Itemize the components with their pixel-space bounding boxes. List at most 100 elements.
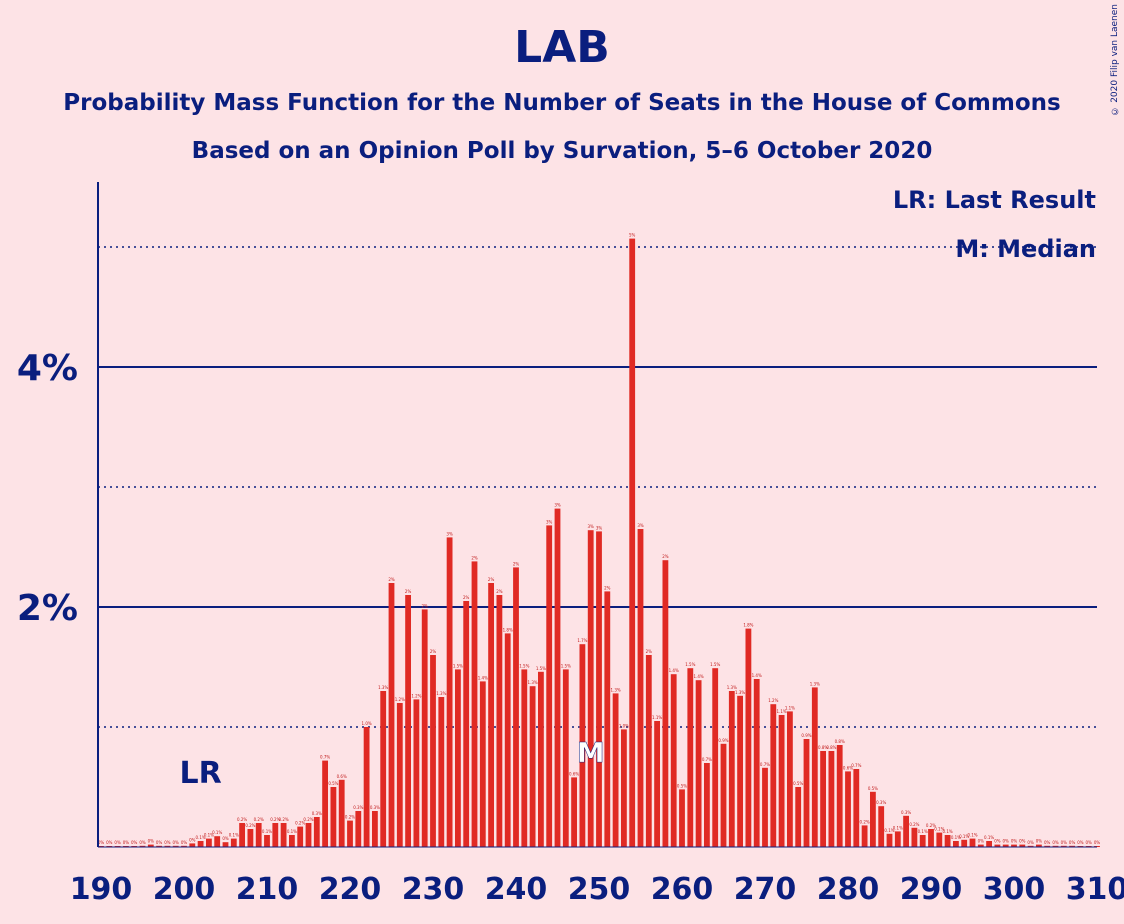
bar-label: 1.0% xyxy=(619,723,629,728)
bar-label: 0% xyxy=(131,840,138,845)
bar-seat-235 xyxy=(471,561,478,847)
bar-seat-224 xyxy=(380,691,387,847)
bar-label: 0.1% xyxy=(212,830,222,835)
bar-label: 0.2% xyxy=(279,817,289,822)
bar-label: 1.1% xyxy=(652,715,662,720)
bar-seat-222 xyxy=(363,727,370,847)
bar-seat-306 xyxy=(1060,845,1067,847)
bar-seat-206 xyxy=(230,838,237,847)
bar-label: 0.2% xyxy=(245,823,255,828)
bar-seat-248 xyxy=(579,644,586,847)
bar-seat-257 xyxy=(654,721,661,847)
bar-label: 1.2% xyxy=(768,698,778,703)
bar-label: 0.2% xyxy=(254,817,264,822)
bar-label: 0.5% xyxy=(793,781,803,786)
bar-label: 1.8% xyxy=(743,623,753,628)
bar-seat-285 xyxy=(886,833,893,847)
bar-label: 0.1% xyxy=(884,828,894,833)
bar-seat-254 xyxy=(629,238,636,848)
bar-label: 0.1% xyxy=(959,834,969,839)
bar-label: 0% xyxy=(1036,839,1043,844)
bar-seat-265 xyxy=(720,743,727,847)
bar-label: 0.7% xyxy=(320,755,330,760)
x-tick-label: 310 xyxy=(1066,872,1124,907)
bar-label: 0% xyxy=(1069,840,1076,845)
bar-label: 1.3% xyxy=(735,690,745,695)
bar-label: 0.1% xyxy=(262,829,272,834)
bar-seat-241 xyxy=(521,669,528,847)
bar-label: 3% xyxy=(637,523,644,528)
x-tick-label: 270 xyxy=(734,872,797,907)
bar-seat-242 xyxy=(529,686,536,847)
bar-seat-227 xyxy=(405,595,412,847)
bar-label: 1.5% xyxy=(453,663,463,668)
bar-label: 0% xyxy=(994,839,1001,844)
bar-label: 0% xyxy=(189,837,196,842)
bar-seat-252 xyxy=(612,693,619,847)
bar-seat-229 xyxy=(421,609,428,847)
bar-seat-256 xyxy=(645,655,652,847)
bar-seat-291 xyxy=(936,832,943,847)
x-tick-label: 240 xyxy=(485,872,548,907)
bar-label: 0% xyxy=(139,840,146,845)
bar-label: 0% xyxy=(173,840,180,845)
bar-label: 0.1% xyxy=(893,825,903,830)
x-tick-label: 300 xyxy=(983,872,1046,907)
bar-seat-255 xyxy=(637,529,644,847)
x-tick-label: 250 xyxy=(568,872,631,907)
bar-seat-296 xyxy=(977,844,984,847)
bar-seat-259 xyxy=(670,674,677,847)
bar-label: 1.3% xyxy=(810,681,820,686)
chart-subtitle-source: Based on an Opinion Poll by Survation, 5… xyxy=(191,138,933,164)
bars xyxy=(98,238,1100,848)
bar-seat-271 xyxy=(770,704,777,847)
bar-label: 0.8% xyxy=(826,745,836,750)
bar-label: 0.1% xyxy=(943,829,953,834)
bar-label: 1.3% xyxy=(528,680,538,685)
bar-seat-273 xyxy=(786,711,793,847)
bar-label: 3% xyxy=(596,525,603,530)
bar-label: 0.3% xyxy=(901,810,911,815)
bar-label: 0.1% xyxy=(951,835,961,840)
bar-label: 0.1% xyxy=(984,835,994,840)
bar-label: 1.0% xyxy=(362,721,372,726)
bar-seat-275 xyxy=(803,739,810,847)
bar-seat-217 xyxy=(322,760,329,847)
bar-label: 0.6% xyxy=(337,774,347,779)
bar-seat-208 xyxy=(247,829,254,847)
bar-label: 1.3% xyxy=(378,685,388,690)
bar-label: 1.5% xyxy=(710,662,720,667)
median-marker: M xyxy=(577,736,605,769)
bar-seat-293 xyxy=(952,841,959,847)
bar-label: 2% xyxy=(430,649,437,654)
axes: 2% 4% 190 200 210 220 230 240 250 260 270 280 290 300… xyxy=(17,182,1124,907)
bar-label: 1.4% xyxy=(694,674,704,679)
bar-label: 2% xyxy=(604,585,611,590)
bar-seat-218 xyxy=(330,787,337,847)
bar-label: 2% xyxy=(405,589,412,594)
bar-label: 0.3% xyxy=(353,805,363,810)
bar-label: 1.8% xyxy=(503,627,513,632)
bar-label: 5% xyxy=(629,233,636,238)
bar-label: 2% xyxy=(388,577,395,582)
bar-seat-289 xyxy=(919,835,926,847)
chart-title: LAB xyxy=(514,22,610,73)
bar-seat-215 xyxy=(305,823,312,847)
bar-seat-297 xyxy=(986,841,993,847)
bar-label: 2% xyxy=(646,649,653,654)
bar-label: 0% xyxy=(1052,840,1059,845)
bar-seat-264 xyxy=(712,668,719,847)
bar-seat-200 xyxy=(181,845,187,847)
x-tick-label: 200 xyxy=(153,872,216,907)
bar-seat-213 xyxy=(288,835,295,847)
bar-seat-214 xyxy=(297,826,304,847)
bar-seat-276 xyxy=(811,687,818,847)
y-tick-label: 4% xyxy=(17,348,78,389)
bar-seat-236 xyxy=(479,681,486,847)
x-tick-label: 220 xyxy=(319,872,382,907)
bar-seat-303 xyxy=(1035,844,1042,847)
bar-seat-233 xyxy=(454,669,461,847)
bar-label: 0.6% xyxy=(843,765,853,770)
legend-median: M: Median xyxy=(955,235,1096,263)
